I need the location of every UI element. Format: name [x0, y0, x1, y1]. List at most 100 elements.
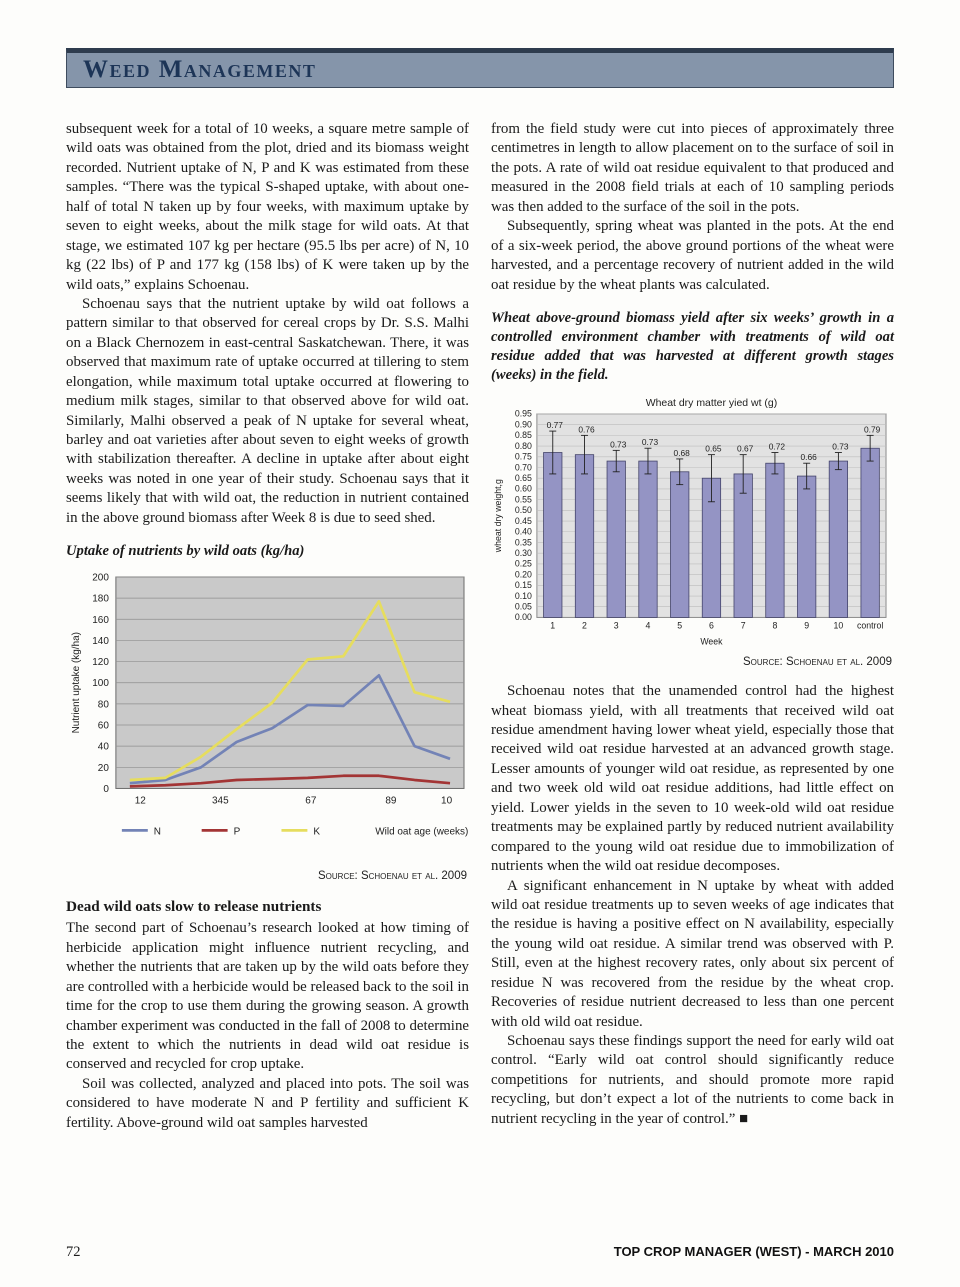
- y-axis-title: wheat dry weight,g: [493, 479, 503, 553]
- x-axis-title: Wild oat age (weeks): [375, 826, 468, 837]
- svg-text:10: 10: [441, 796, 453, 807]
- svg-text:6: 6: [709, 620, 714, 630]
- bar-value-label: 0.67: [737, 443, 754, 453]
- wheat-chart-caption: Wheat above-ground biomass yield after s…: [491, 309, 894, 383]
- svg-text:0: 0: [103, 784, 109, 795]
- bar-value-label: 0.73: [832, 441, 849, 451]
- nutrient-uptake-line-chart: 0 20 40 60 80 100 120 140 160 180 200 Nutrient upta…: [66, 571, 469, 868]
- svg-text:0.35: 0.35: [515, 537, 532, 547]
- svg-text:0.05: 0.05: [515, 601, 532, 611]
- legend-label-N: N: [154, 826, 161, 837]
- svg-text:0.80: 0.80: [515, 441, 532, 451]
- paragraph: from the field study were cut into piece…: [491, 121, 894, 215]
- svg-text:0.60: 0.60: [515, 484, 532, 494]
- svg-text:160: 160: [92, 615, 109, 626]
- bar-value-label: 0.65: [705, 443, 722, 453]
- svg-text:2: 2: [582, 620, 587, 630]
- chart-title: Wheat dry matter yied wt (g): [646, 398, 777, 409]
- y-axis-title: Nutrient uptake (kg/ha): [71, 632, 82, 733]
- svg-text:0.15: 0.15: [515, 580, 532, 590]
- svg-text:100: 100: [92, 678, 109, 689]
- bar-1: [543, 451, 563, 618]
- svg-text:0.95: 0.95: [515, 409, 532, 419]
- bar-value-label: 0.73: [642, 437, 659, 447]
- section-banner: Weed Management: [66, 48, 894, 88]
- svg-text:8: 8: [772, 620, 777, 630]
- svg-text:0.40: 0.40: [515, 526, 532, 536]
- svg-text:4: 4: [646, 620, 651, 630]
- bar-value-label: 0.68: [674, 448, 691, 458]
- paragraph: Schoenau says that the nutrient uptake b…: [66, 295, 469, 526]
- wheat-dry-matter-bar-chart: Wheat dry matter yied wt (g) 0.00 0.05 0.10…: [491, 395, 894, 654]
- svg-text:0.10: 0.10: [515, 591, 532, 601]
- paragraph: The second part of Schoenau’s research l…: [66, 920, 469, 1073]
- svg-text:89: 89: [385, 796, 397, 807]
- bar-value-label: 0.77: [547, 420, 564, 430]
- svg-text:0.75: 0.75: [515, 451, 532, 461]
- paragraph: Subsequently, spring wheat was planted i…: [491, 218, 894, 293]
- legend-label-P: P: [234, 826, 241, 837]
- paragraph: subsequent week for a total of 10 weeks,…: [66, 121, 469, 293]
- bar-chart-svg: Wheat dry matter yied wt (g) 0.000.050.10…: [493, 398, 887, 646]
- line-chart-svg: 0 20 40 60 80 100 120 140 160 180 200 Nutrient upta…: [71, 573, 468, 838]
- right-column: from the field study were cut into piece…: [491, 120, 894, 1133]
- svg-text:1: 1: [550, 620, 555, 630]
- series-line-K: [129, 600, 451, 782]
- svg-text:0.65: 0.65: [515, 473, 532, 483]
- svg-text:0.70: 0.70: [515, 462, 532, 472]
- chart-source: Source: Schoenau et al. 2009: [743, 656, 892, 669]
- bar-value-label: 0.76: [578, 424, 595, 434]
- svg-text:120: 120: [92, 657, 109, 668]
- svg-text:140: 140: [92, 636, 109, 647]
- svg-text:12: 12: [135, 796, 147, 807]
- series-line-N: [129, 674, 451, 785]
- bar-7: [733, 473, 753, 618]
- svg-text:80: 80: [98, 700, 110, 711]
- svg-text:0.90: 0.90: [515, 419, 532, 429]
- svg-text:0.00: 0.00: [515, 612, 532, 622]
- article-columns: subsequent week for a total of 10 weeks,…: [66, 120, 894, 1133]
- series-line-P: [129, 774, 451, 788]
- bar-control: [860, 447, 880, 618]
- svg-text:5: 5: [677, 620, 682, 630]
- svg-text:40: 40: [98, 742, 110, 753]
- paragraph: A significant enhancement in N uptake by…: [491, 877, 894, 1030]
- bar-4: [638, 460, 658, 618]
- svg-text:0.30: 0.30: [515, 548, 532, 558]
- subheading: Dead wild oats slow to release nutrients: [66, 898, 322, 916]
- bar-2: [574, 454, 595, 618]
- svg-text:0.25: 0.25: [515, 558, 532, 568]
- svg-text:10: 10: [834, 620, 844, 630]
- svg-text:control: control: [857, 620, 883, 630]
- svg-text:0.20: 0.20: [515, 569, 532, 579]
- nutrient-chart-caption: Uptake of nutrients by wild oats (kg/ha): [66, 543, 305, 560]
- bar-value-label: 0.73: [610, 439, 627, 449]
- svg-text:67: 67: [305, 796, 317, 807]
- legend-label-K: K: [313, 826, 320, 837]
- page-footer: 72 TOP CROP MANAGER (WEST) - MARCH 2010: [66, 1244, 894, 1261]
- svg-text:345: 345: [212, 796, 229, 807]
- svg-text:180: 180: [92, 594, 109, 605]
- section-title: Weed Management: [83, 56, 317, 83]
- svg-text:200: 200: [92, 573, 109, 584]
- bar-value-label: 0.79: [864, 424, 881, 434]
- svg-text:0.50: 0.50: [515, 505, 532, 515]
- left-column: subsequent week for a total of 10 weeks,…: [66, 120, 469, 1133]
- paragraph: Soil was collected, analyzed and placed …: [66, 1075, 469, 1131]
- svg-text:60: 60: [98, 721, 110, 732]
- paragraph: Schoenau says these findings support the…: [491, 1033, 894, 1127]
- svg-text:0.45: 0.45: [515, 516, 532, 526]
- bar-8: [765, 462, 785, 618]
- chart-source: Source: Schoenau et al. 2009: [318, 870, 467, 883]
- bar-value-label: 0.72: [769, 441, 786, 451]
- bar-5: [670, 471, 690, 618]
- svg-text:9: 9: [804, 620, 809, 630]
- x-axis-title: Week: [700, 636, 723, 646]
- bar-value-label: 0.66: [801, 452, 818, 462]
- svg-text:0.55: 0.55: [515, 494, 532, 504]
- publication-title: TOP CROP MANAGER (WEST) - MARCH 2010: [613, 1244, 894, 1259]
- bar-3: [606, 460, 626, 618]
- svg-text:7: 7: [741, 620, 746, 630]
- svg-text:0.85: 0.85: [515, 430, 532, 440]
